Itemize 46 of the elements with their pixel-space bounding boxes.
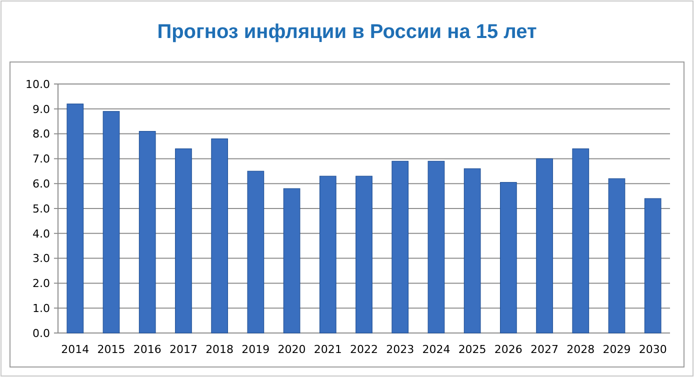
bar [175, 148, 192, 334]
y-tick-label: 0.0 [32, 326, 50, 340]
bar [644, 198, 662, 334]
x-tick-label: 2021 [314, 343, 342, 356]
bar [66, 104, 84, 334]
bar [247, 170, 264, 334]
bar [138, 131, 156, 334]
y-tick-label: 1.0 [32, 302, 50, 315]
x-tick-label: 2015 [97, 343, 126, 356]
bar [500, 182, 517, 334]
x-tick-label: 2026 [494, 343, 522, 356]
y-tick-label: 2.0 [32, 277, 50, 290]
y-tick-label: 9.0 [32, 102, 50, 116]
bar [102, 111, 120, 334]
x-tick-label: 2024 [422, 343, 450, 356]
y-tick-label: 8.0 [32, 128, 50, 141]
x-tick-label: 2027 [530, 343, 559, 356]
y-tick-label: 10.0 [26, 78, 50, 91]
x-tick-label: 2028 [566, 343, 595, 356]
x-tick-label: 2030 [638, 343, 667, 356]
x-tick-label: 2023 [386, 343, 414, 356]
bar [283, 188, 300, 334]
bar [572, 148, 590, 334]
bar [428, 160, 445, 334]
bar [608, 178, 626, 334]
y-tick-label: 3.0 [32, 252, 50, 266]
y-tick-label: 6.0 [32, 177, 50, 190]
x-tick-label: 2017 [169, 343, 198, 356]
bar [211, 138, 228, 334]
x-tick-label: 2029 [602, 343, 631, 356]
bar [392, 160, 409, 334]
bar [319, 176, 336, 334]
x-tick-label: 2020 [278, 343, 306, 356]
y-tick-label: 7.0 [32, 152, 50, 166]
y-tick-label: 4.0 [32, 227, 50, 240]
bar [464, 168, 481, 334]
x-tick-label: 2025 [458, 343, 486, 356]
y-tick-label: 5.0 [32, 202, 50, 216]
x-tick-label: 2022 [350, 343, 378, 356]
x-tick-label: 2016 [133, 343, 162, 356]
bar [356, 176, 372, 334]
chart-title: Прогноз инфляции в России на 15 лет [157, 21, 537, 43]
x-tick-label: 2019 [242, 343, 270, 356]
x-tick-label: 2014 [61, 343, 90, 356]
x-tick-label: 2018 [206, 343, 234, 356]
bar [536, 158, 553, 334]
